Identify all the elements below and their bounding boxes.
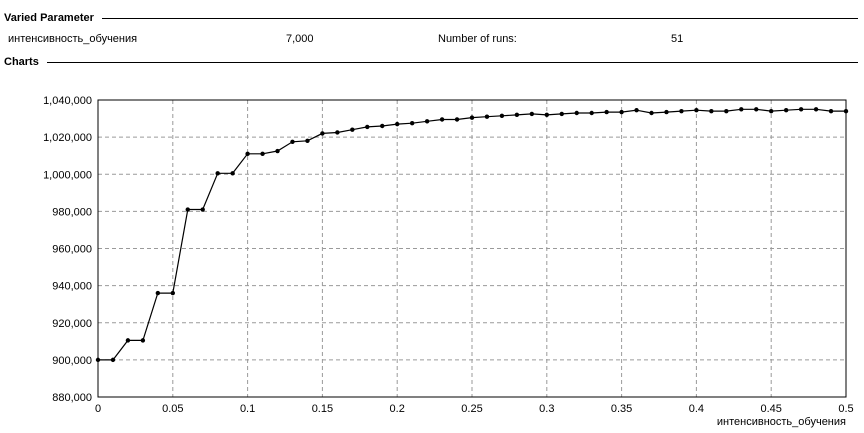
parameter-name: интенсивность_обучения	[8, 33, 138, 45]
data-point	[320, 131, 325, 136]
x-tick-label: 0.4	[689, 403, 704, 415]
y-tick-label: 960,000	[52, 244, 92, 256]
charts-header: Charts	[4, 55, 858, 69]
axis-layer: 0 0.05 0.1 0.15 0.2 0.25 0.3 0.35 0.4 0.45 0.5 880,…	[43, 95, 854, 415]
data-point	[664, 109, 669, 115]
data-point	[155, 290, 161, 296]
data-point	[380, 123, 385, 129]
plot-frame	[97, 99, 847, 398]
parameter-value: 7,000	[286, 33, 314, 45]
section-divider	[101, 18, 858, 19]
data-point	[170, 290, 175, 296]
data-point	[454, 117, 460, 122]
data-point	[739, 107, 744, 112]
grid-layer	[98, 100, 846, 397]
data-point	[724, 108, 729, 114]
data-point	[335, 130, 340, 135]
x-tick-label: 0.15	[312, 403, 333, 415]
data-point	[783, 108, 789, 113]
x-tick-label: 0.35	[611, 403, 632, 415]
data-point	[409, 121, 415, 126]
data-point	[544, 112, 549, 118]
varied-parameter-title: Varied Parameter	[4, 12, 94, 24]
x-tick-label: 0.3	[539, 403, 554, 415]
data-point	[215, 171, 220, 176]
data-point	[754, 107, 759, 112]
data-point	[365, 124, 370, 130]
section-divider	[46, 62, 858, 63]
data-point	[395, 121, 400, 127]
data-point	[843, 108, 849, 114]
x-tick-label: 0.5	[838, 403, 853, 415]
data-point	[649, 110, 654, 116]
data-point	[813, 107, 819, 112]
data-point	[290, 139, 295, 144]
point-layer	[95, 107, 849, 363]
runs-label: Number of runs:	[438, 33, 517, 45]
y-tick-label: 980,000	[52, 206, 92, 218]
data-point	[245, 151, 250, 157]
x-tick-label: 0.45	[760, 403, 781, 415]
x-tick-label: 0.05	[162, 403, 183, 415]
data-point	[110, 357, 116, 363]
y-tick-label: 900,000	[52, 355, 92, 367]
data-point	[350, 127, 355, 132]
data-point	[260, 151, 265, 157]
data-point	[619, 109, 624, 115]
varied-parameter-header: Varied Parameter	[4, 11, 858, 25]
data-point	[679, 108, 684, 114]
data-point	[484, 114, 490, 119]
data-point	[95, 357, 101, 363]
data-point	[499, 113, 505, 118]
data-point	[469, 115, 475, 120]
data-point	[125, 338, 131, 343]
y-tick-label: 880,000	[52, 392, 92, 404]
data-point	[185, 207, 190, 212]
y-tick-label: 940,000	[52, 281, 92, 293]
data-point	[798, 107, 804, 112]
data-point	[424, 119, 430, 124]
x-axis-label: интенсивность_обучения	[717, 416, 846, 428]
data-point	[589, 110, 594, 116]
x-tick-label: 0.1	[240, 403, 255, 415]
data-point	[769, 108, 774, 114]
data-point	[634, 108, 639, 113]
data-point	[275, 148, 280, 154]
data-point	[305, 138, 310, 144]
data-point	[574, 110, 579, 116]
runs-value: 51	[671, 33, 684, 45]
data-point	[694, 108, 699, 113]
y-tick-label: 1,020,000	[43, 132, 92, 144]
y-tick-label: 1,000,000	[43, 169, 92, 181]
x-tick-label: 0.2	[390, 403, 405, 415]
data-point	[140, 338, 146, 343]
data-point	[439, 117, 445, 122]
data-point	[529, 111, 535, 117]
x-tick-label: 0.25	[461, 403, 482, 415]
parameter-row: интенсивность_обучения 7,000 Number of r…	[0, 33, 864, 49]
data-point	[709, 108, 714, 114]
line-chart: 0 0.05 0.1 0.15 0.2 0.25 0.3 0.35 0.4 0.45 0.5 880,…	[43, 95, 854, 428]
data-point	[230, 171, 235, 176]
data-point	[200, 207, 205, 212]
data-point	[514, 112, 520, 118]
charts-title: Charts	[4, 56, 39, 68]
y-tick-label: 920,000	[52, 318, 92, 330]
data-point	[559, 111, 564, 117]
y-tick-label: 1,040,000	[43, 95, 92, 107]
data-point	[828, 108, 834, 114]
x-tick-label: 0	[95, 403, 101, 415]
data-point	[604, 109, 609, 115]
